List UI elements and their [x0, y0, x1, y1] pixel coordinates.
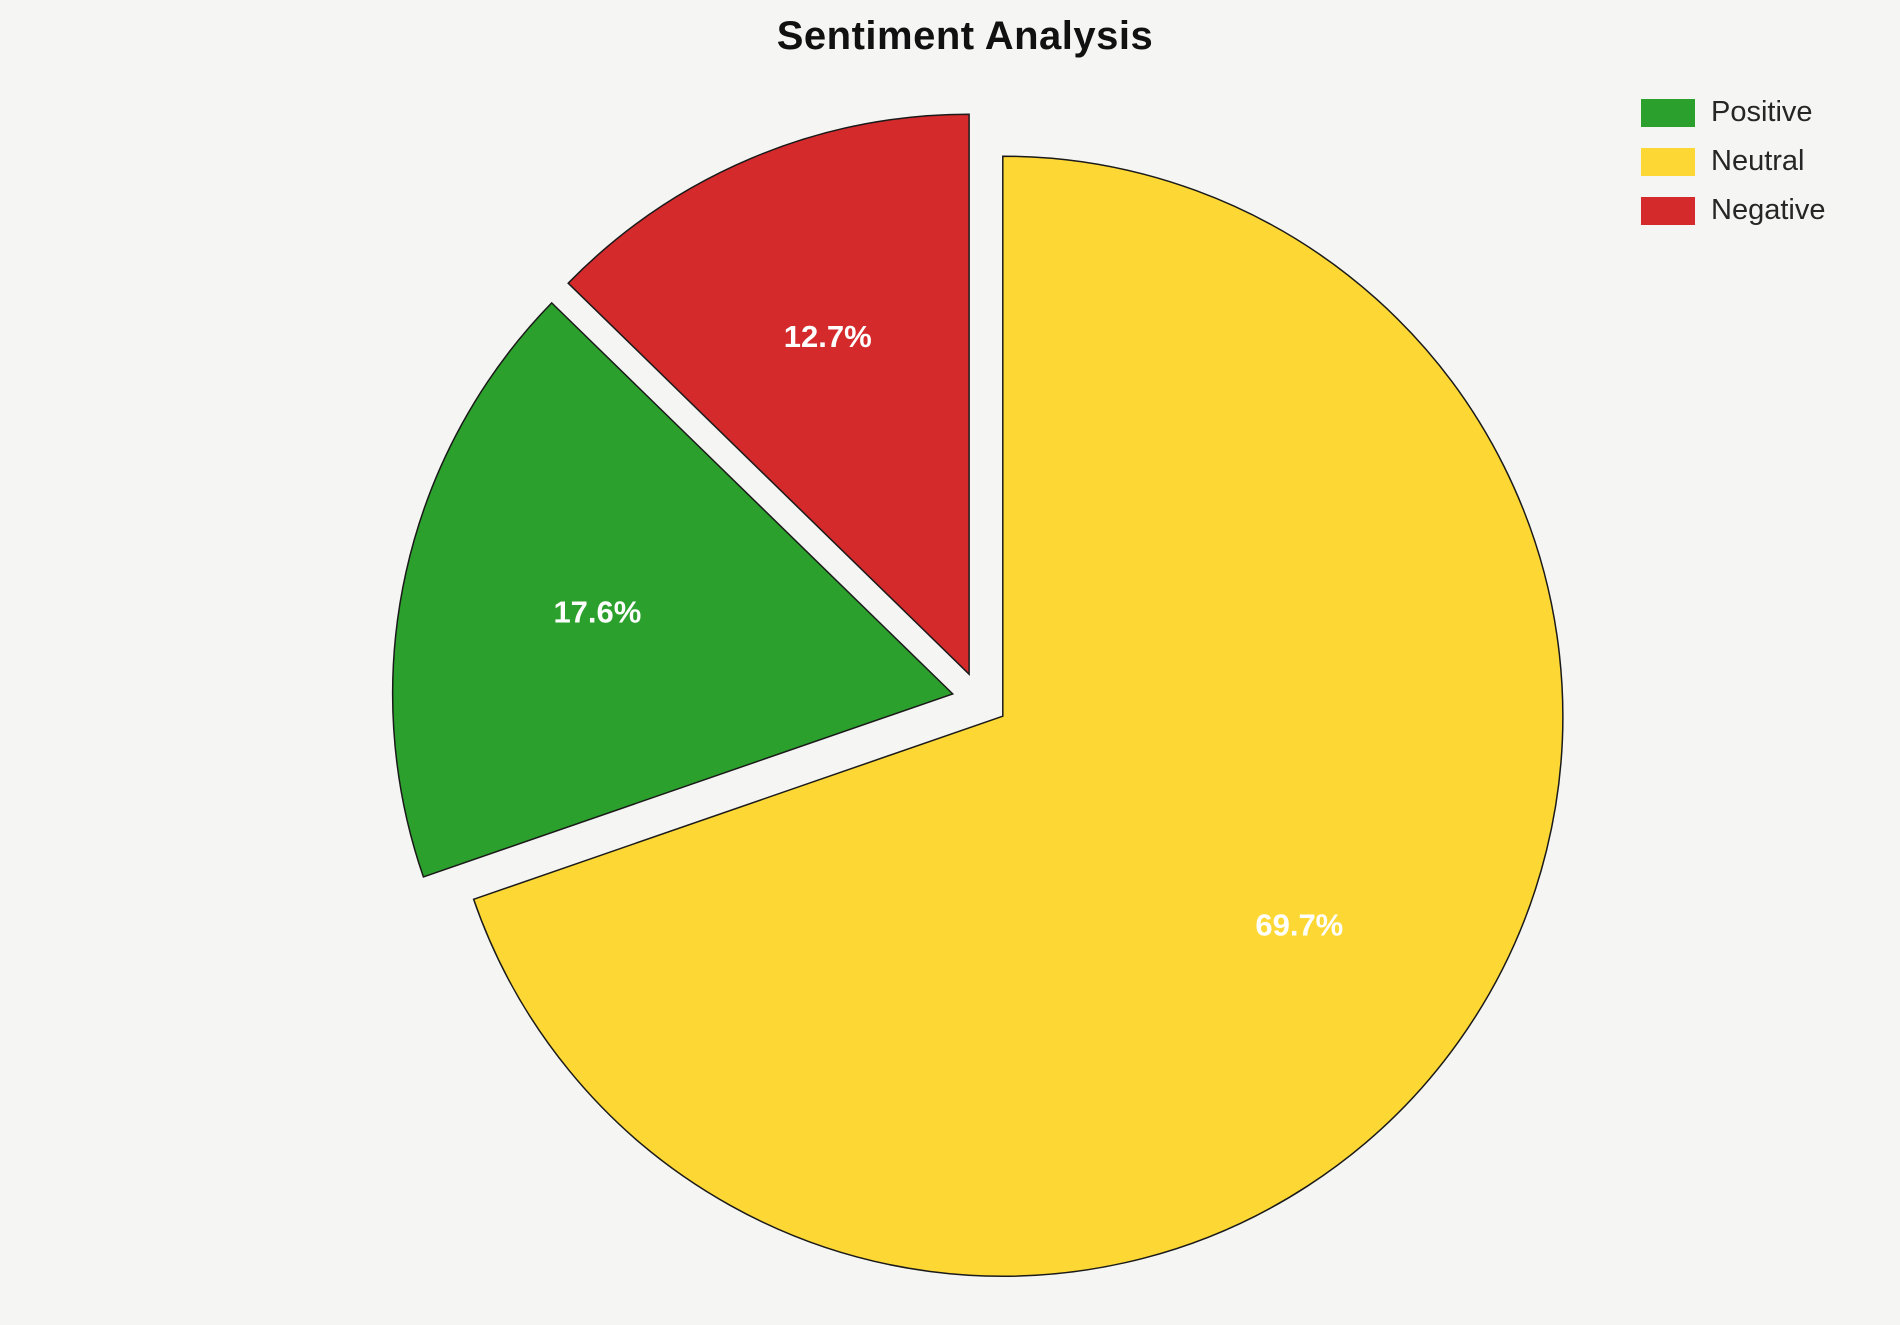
legend-label-positive: Positive: [1711, 96, 1813, 128]
percent-label-negative: 12.7%: [784, 319, 872, 354]
percent-label-positive: 17.6%: [553, 595, 641, 630]
legend-swatch-negative-icon: [1641, 196, 1695, 225]
pie-slice-neutral: [472, 155, 1564, 1277]
chart-title: Sentiment Analysis: [776, 14, 1154, 58]
legend-swatch-neutral-icon: [1641, 147, 1695, 176]
legend-swatch-positive-icon: [1641, 98, 1695, 127]
legend-item-positive: Positive: [1641, 96, 1825, 129]
pie-slice-negative: [567, 113, 970, 676]
pie-slice-positive: [391, 301, 955, 878]
legend-label-neutral: Neutral: [1711, 145, 1805, 177]
legend: Positive Neutral Negative: [1641, 96, 1825, 243]
legend-item-negative: Negative: [1641, 194, 1825, 227]
legend-label-negative: Negative: [1711, 194, 1826, 226]
legend-item-neutral: Neutral: [1641, 145, 1825, 178]
percent-label-neutral: 69.7%: [1255, 908, 1343, 943]
